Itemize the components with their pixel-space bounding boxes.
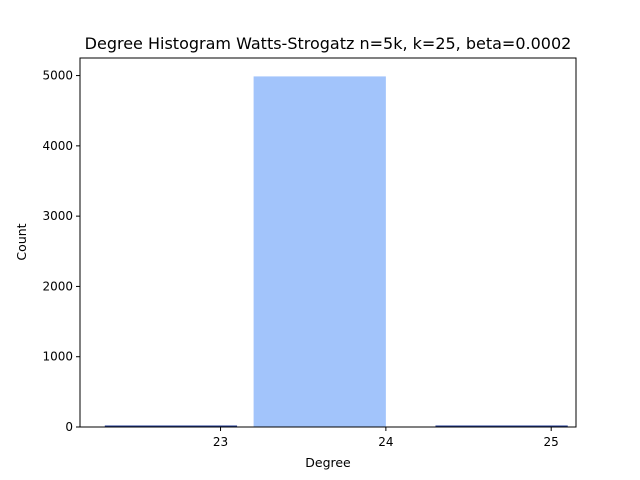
y-axis-ticks: 0 1000 2000 3000 4000 5000 <box>42 69 80 434</box>
plot-frame <box>79 57 577 428</box>
bars-group <box>104 76 568 427</box>
x-axis-label: Degree <box>305 455 351 470</box>
x-tick-label: 24 <box>378 435 393 449</box>
x-tick-label: 23 <box>213 435 228 449</box>
x-tick-label: 25 <box>544 435 559 449</box>
y-tick-label: 4000 <box>42 139 73 153</box>
y-tick-label: 0 <box>65 420 73 434</box>
x-axis-ticks: 23 24 25 <box>213 427 559 449</box>
histogram-bar-2 <box>435 425 568 427</box>
y-tick-label: 5000 <box>42 69 73 83</box>
chart-title: Degree Histogram Watts-Strogatz n=5k, k=… <box>85 34 572 53</box>
histogram-bar-1 <box>253 76 386 427</box>
y-tick-label: 1000 <box>42 350 73 364</box>
y-axis-label: Count <box>14 223 29 260</box>
y-tick-label: 3000 <box>42 209 73 223</box>
y-tick-label: 2000 <box>42 279 73 293</box>
histogram-bar-0 <box>104 425 238 427</box>
